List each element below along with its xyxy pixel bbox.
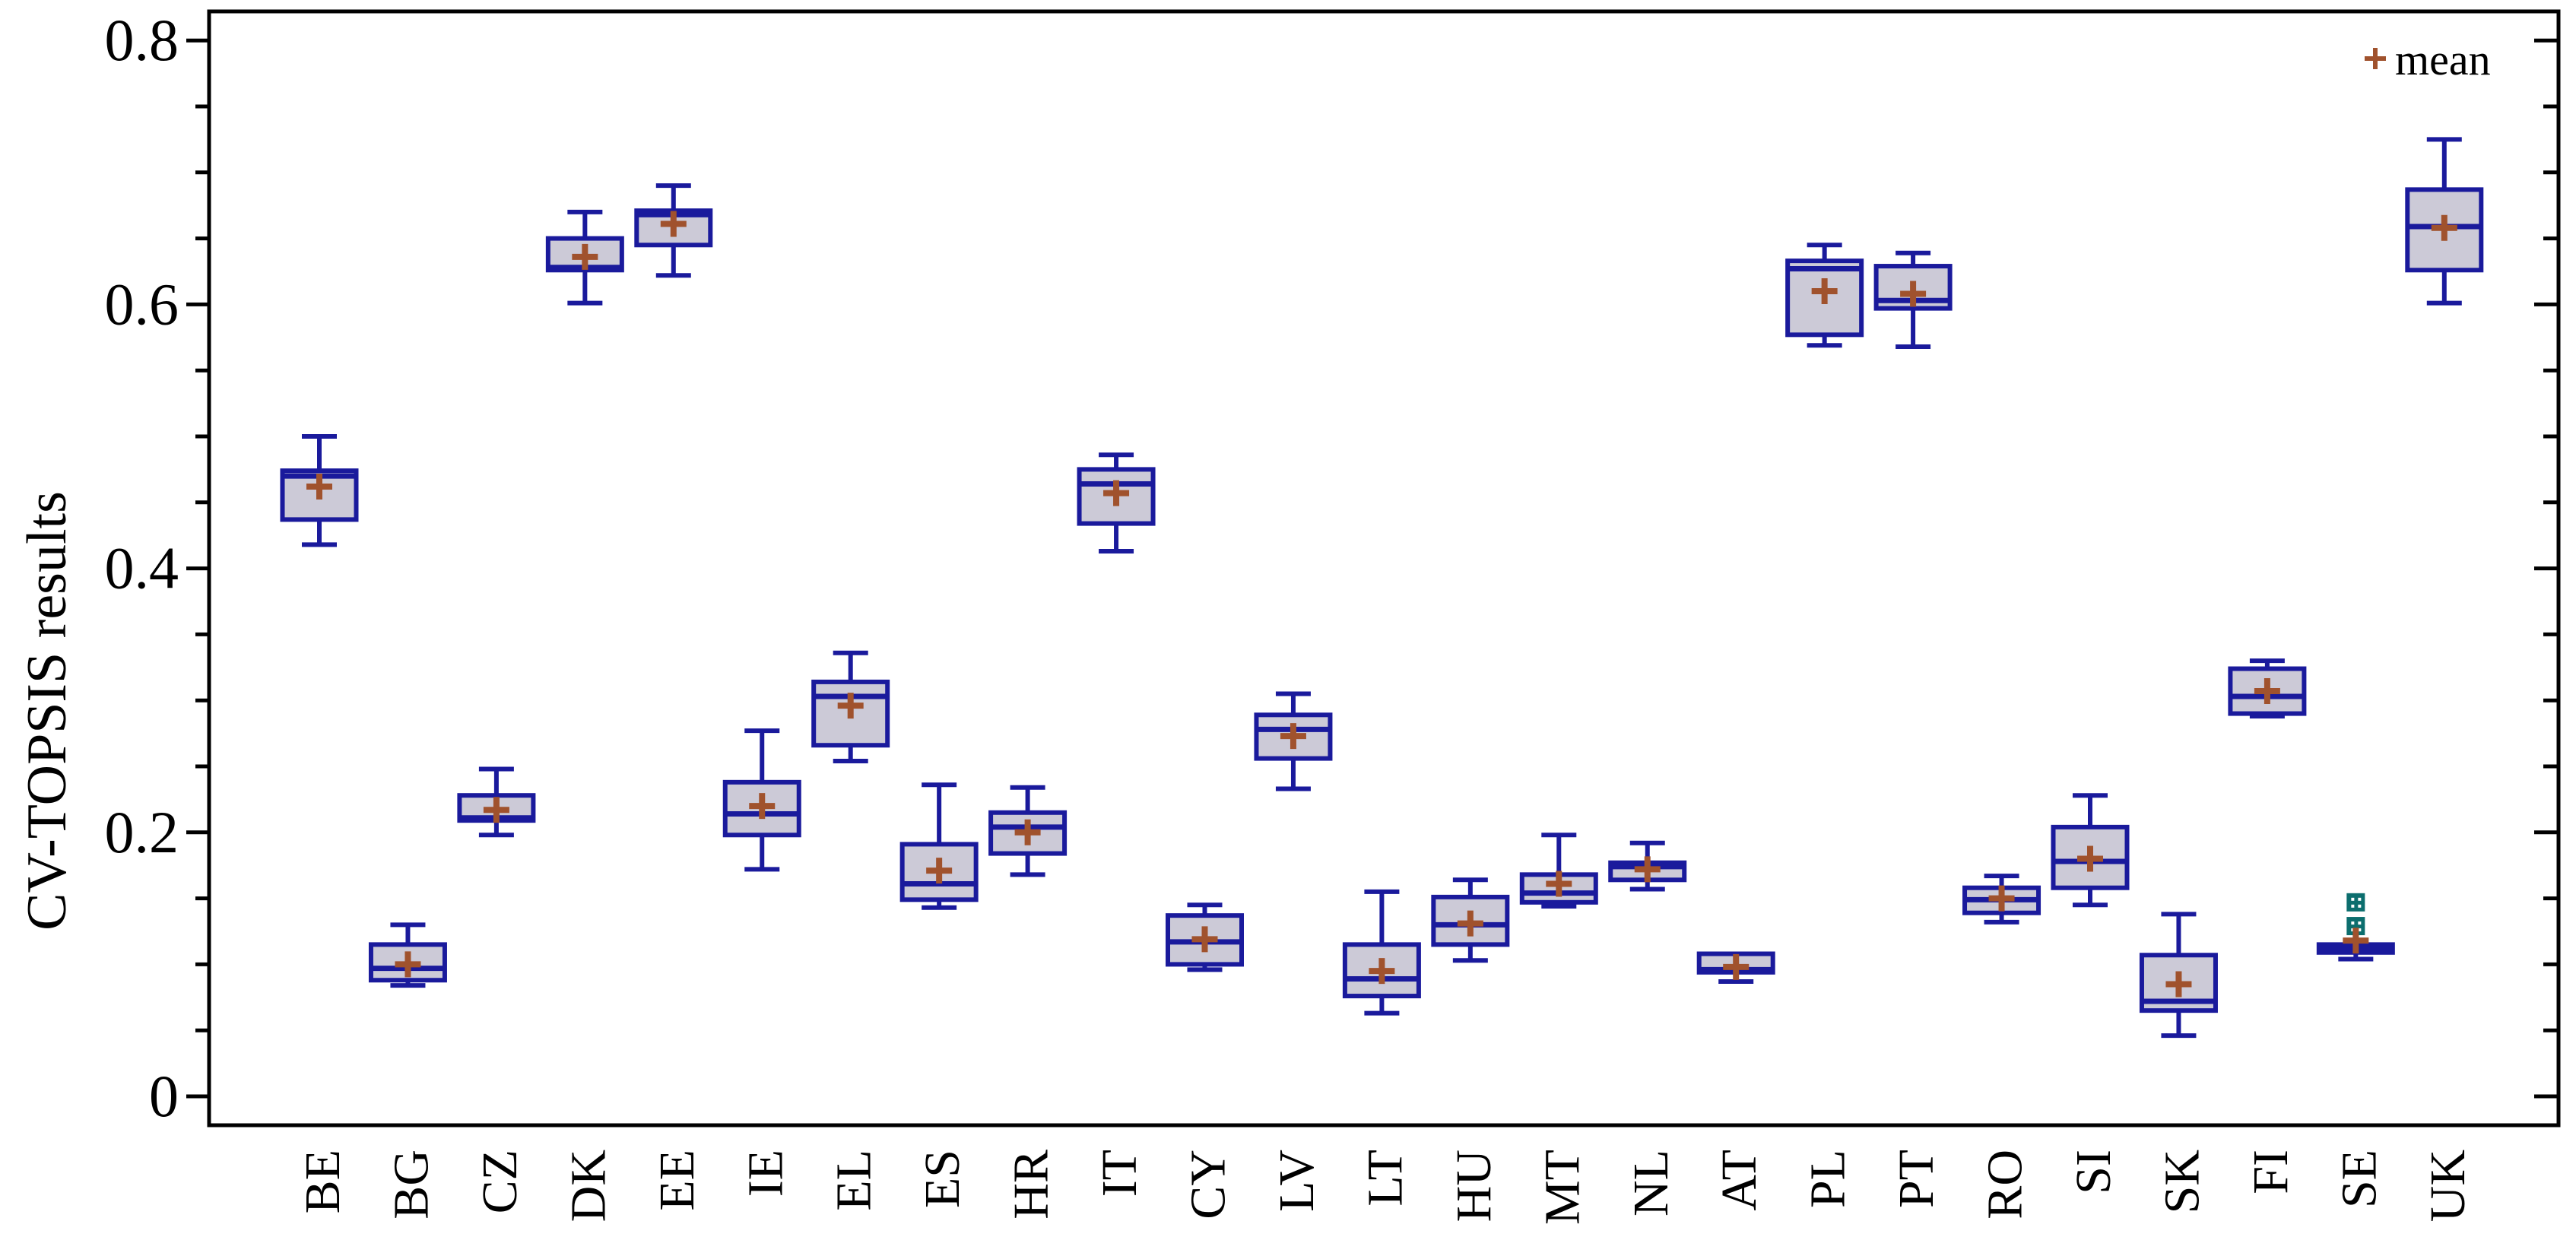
y-axis-title: CV-TOPSIS results <box>16 491 78 931</box>
y-tick-label: 0.4 <box>105 535 179 601</box>
x-tick-label-DK: DK <box>560 1150 616 1222</box>
iqr-box <box>2051 824 2130 890</box>
boxplot-LV <box>1254 691 1333 791</box>
x-tick-label-HR: HR <box>1004 1150 1059 1220</box>
x-tick-label-EL: EL <box>826 1150 882 1211</box>
boxplot-HR <box>988 785 1068 877</box>
x-tick-label-NL: NL <box>1623 1150 1679 1216</box>
boxplot-NL <box>1608 840 1687 892</box>
x-tick-label-BG: BG <box>383 1150 439 1220</box>
iqr-box <box>2405 187 2484 273</box>
y-tick-label: 0.8 <box>105 7 179 73</box>
boxplot-HU <box>1431 877 1510 963</box>
legend-mean-label: mean <box>2395 35 2491 84</box>
boxplot-FI <box>2228 658 2307 719</box>
boxplot-PT <box>1873 250 1953 349</box>
x-tick-label-SE: SE <box>2331 1150 2387 1208</box>
boxplot-PL <box>1785 243 1864 348</box>
x-tick-label-IT: IT <box>1092 1150 1147 1197</box>
boxplot-RO <box>1962 874 2041 925</box>
x-tick-label-AT: AT <box>1712 1150 1767 1211</box>
boxplot-DK <box>545 209 624 306</box>
outlier-dot <box>2358 904 2362 908</box>
x-tick-label-LT: LT <box>1357 1150 1413 1207</box>
boxplot-EL <box>811 650 890 764</box>
x-tick-label-CZ: CZ <box>472 1150 528 1213</box>
boxplot-CZ <box>457 766 536 838</box>
x-tick-label-EE: EE <box>649 1150 705 1211</box>
x-tick-label-SK: SK <box>2154 1150 2210 1213</box>
x-tick-label-IE: IE <box>738 1150 793 1197</box>
boxplot-BG <box>368 922 447 988</box>
legend: mean <box>2365 35 2491 84</box>
x-tick-label-UK: UK <box>2420 1150 2476 1222</box>
boxplot-LT <box>1342 889 1421 1016</box>
iqr-box <box>899 842 979 902</box>
x-tick-label-CY: CY <box>1181 1150 1236 1220</box>
outlier-marker <box>2346 893 2365 912</box>
y-tick-label: 0.2 <box>105 799 179 865</box>
boxplot-IT <box>1077 452 1156 554</box>
iqr-box <box>1785 258 1864 338</box>
x-tick-label-SI: SI <box>2066 1150 2121 1194</box>
y-tick-label: 0.6 <box>105 271 179 337</box>
boxplot-ES <box>899 782 979 910</box>
x-tick-label-MT: MT <box>1534 1150 1590 1225</box>
iqr-box <box>722 779 801 838</box>
x-tick-label-ES: ES <box>915 1150 970 1208</box>
boxplot-BE <box>280 434 359 547</box>
boxplot-SK <box>2139 912 2218 1039</box>
boxplot-AT <box>1696 951 1775 984</box>
x-tick-label-PT: PT <box>1889 1150 1944 1208</box>
boxplot-CY <box>1166 902 1244 972</box>
boxplot-IE <box>722 728 801 872</box>
outlier-dot <box>2358 921 2362 925</box>
x-tick-label-FI: FI <box>2243 1150 2298 1194</box>
y-tick-label: 0 <box>149 1063 179 1129</box>
outlier-square <box>2346 893 2365 912</box>
outlier-dot <box>2351 904 2355 908</box>
outlier-dot <box>2358 897 2362 901</box>
x-tick-label-HU: HU <box>1446 1150 1502 1222</box>
outlier-dot <box>2351 921 2355 925</box>
x-tick-label-BE: BE <box>295 1150 351 1213</box>
boxplot-MT <box>1519 833 1598 909</box>
outlier-dot <box>2358 928 2362 932</box>
boxplot-EE <box>634 183 713 278</box>
boxplot-SI <box>2051 793 2130 908</box>
outlier-marker <box>2346 917 2365 936</box>
x-tick-label-LV: LV <box>1269 1150 1324 1212</box>
x-tick-label-PL: PL <box>1800 1150 1856 1208</box>
outlier-dot <box>2351 897 2355 901</box>
boxplot-SE <box>2316 893 2395 962</box>
boxplot-UK <box>2405 137 2484 306</box>
x-tick-label-RO: RO <box>1978 1150 2033 1220</box>
